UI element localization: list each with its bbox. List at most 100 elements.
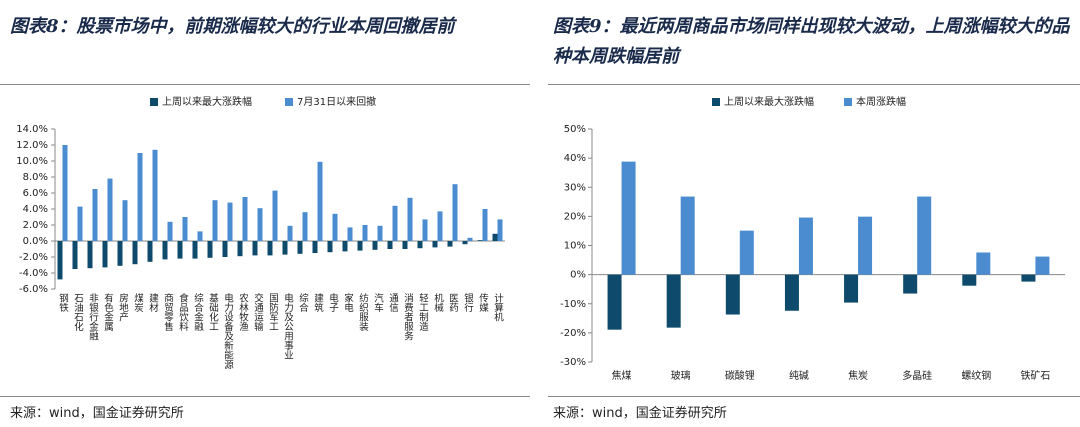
- x-tick-label: 焦炭: [848, 369, 868, 382]
- bar: [267, 241, 273, 256]
- bar: [798, 217, 813, 275]
- bar: [282, 241, 288, 255]
- bar: [372, 241, 378, 250]
- bar: [1021, 274, 1036, 282]
- y-tick-label: -4.0%: [19, 268, 48, 279]
- x-tick-label: 碳酸锂: [725, 369, 755, 382]
- y-tick-label: 14.0%: [16, 124, 48, 135]
- legend-label: 7月31日以来回撤: [297, 95, 376, 108]
- bar: [72, 241, 78, 269]
- y-tick-label: 4.0%: [23, 204, 48, 215]
- divider: [0, 84, 530, 85]
- x-tick-label: 玻璃: [671, 369, 691, 382]
- x-tick-label: 非银行金融: [87, 292, 99, 341]
- bar: [327, 241, 333, 253]
- bar: [227, 202, 233, 241]
- legend-swatch: [712, 98, 720, 106]
- bar: [407, 197, 413, 241]
- legend-label: 上周以来最大涨跌幅: [724, 95, 814, 108]
- y-tick-label: 6.0%: [23, 188, 48, 199]
- bar: [858, 216, 873, 275]
- x-tick-label: 建筑: [312, 292, 324, 313]
- bar: [387, 241, 393, 249]
- y-tick-label: -2.0%: [19, 252, 48, 263]
- divider: [548, 84, 1080, 85]
- bar: [162, 241, 168, 260]
- x-tick-label: 电子: [327, 292, 339, 312]
- bar: [447, 241, 453, 247]
- bar: [222, 241, 228, 257]
- x-tick-label: 食品饮料: [177, 292, 189, 332]
- y-tick-label: 10%: [564, 241, 586, 252]
- bar: [482, 209, 488, 241]
- bar: [122, 200, 128, 241]
- x-tick-label: 螺纹钢: [961, 369, 991, 382]
- bar: [62, 145, 68, 241]
- bar: [332, 213, 338, 241]
- y-tick-label: 20%: [564, 211, 586, 222]
- bar: [207, 241, 213, 258]
- bar: [452, 184, 458, 241]
- y-tick-label: 2.0%: [23, 220, 48, 231]
- x-tick-label: 家电: [342, 292, 354, 312]
- x-tick-label: 消费者服务: [402, 292, 414, 341]
- y-tick-label: -10%: [560, 299, 586, 310]
- bar: [182, 217, 188, 241]
- bar: [177, 241, 183, 259]
- divider: [548, 396, 1080, 397]
- bar: [252, 241, 258, 256]
- bar: [297, 241, 303, 254]
- y-tick-label: 0%: [570, 270, 586, 281]
- legend-label: 本周涨跌幅: [856, 95, 906, 108]
- bar: [257, 208, 263, 241]
- bar: [107, 178, 113, 241]
- x-tick-label: 建材: [147, 292, 159, 312]
- bar: [167, 221, 173, 241]
- bar: [903, 274, 918, 294]
- y-tick-label: 40%: [564, 153, 586, 164]
- bar: [192, 241, 198, 259]
- bar: [117, 241, 123, 266]
- bar: [1035, 256, 1050, 275]
- x-tick-label: 有色金属: [102, 292, 114, 332]
- x-tick-label: 商贸零售: [162, 292, 174, 332]
- bar: [212, 200, 218, 241]
- legend-swatch: [150, 98, 158, 106]
- bar: [844, 274, 859, 303]
- y-tick-label: -30%: [560, 357, 586, 368]
- source-note: 来源：wind，国金证券研究所: [553, 406, 727, 421]
- x-tick-label: 农林牧渔: [237, 292, 249, 331]
- bar: [147, 241, 153, 262]
- bar: [242, 197, 248, 241]
- bar: [462, 241, 468, 245]
- y-tick-label: 12.0%: [16, 140, 48, 151]
- bar: [302, 212, 308, 241]
- bar: [77, 206, 83, 241]
- bar: [272, 190, 278, 241]
- x-tick-label: 铁矿石: [1020, 369, 1050, 382]
- bar: [432, 241, 438, 248]
- bar: [437, 211, 443, 241]
- y-tick-label: 50%: [564, 124, 586, 135]
- x-tick-label: 纺织服装: [357, 292, 369, 332]
- x-tick-label: 电力设备及新能源: [222, 292, 234, 370]
- bar: [492, 233, 498, 241]
- x-tick-label: 汽车: [372, 292, 384, 313]
- bar: [137, 153, 143, 241]
- x-tick-label: 国防军工: [267, 293, 279, 331]
- x-tick-label: 纯碱: [789, 369, 809, 382]
- bar: [680, 196, 695, 275]
- bar: [347, 227, 353, 241]
- divider: [0, 396, 530, 397]
- x-tick-label: 银行: [462, 292, 474, 313]
- bar: [739, 230, 754, 275]
- bar: [607, 274, 622, 330]
- bar: [467, 237, 473, 241]
- bar: [152, 149, 158, 241]
- bar: [392, 205, 398, 241]
- x-tick-label: 交通运输: [252, 292, 264, 332]
- bar: [377, 225, 383, 241]
- legend-swatch: [285, 98, 293, 106]
